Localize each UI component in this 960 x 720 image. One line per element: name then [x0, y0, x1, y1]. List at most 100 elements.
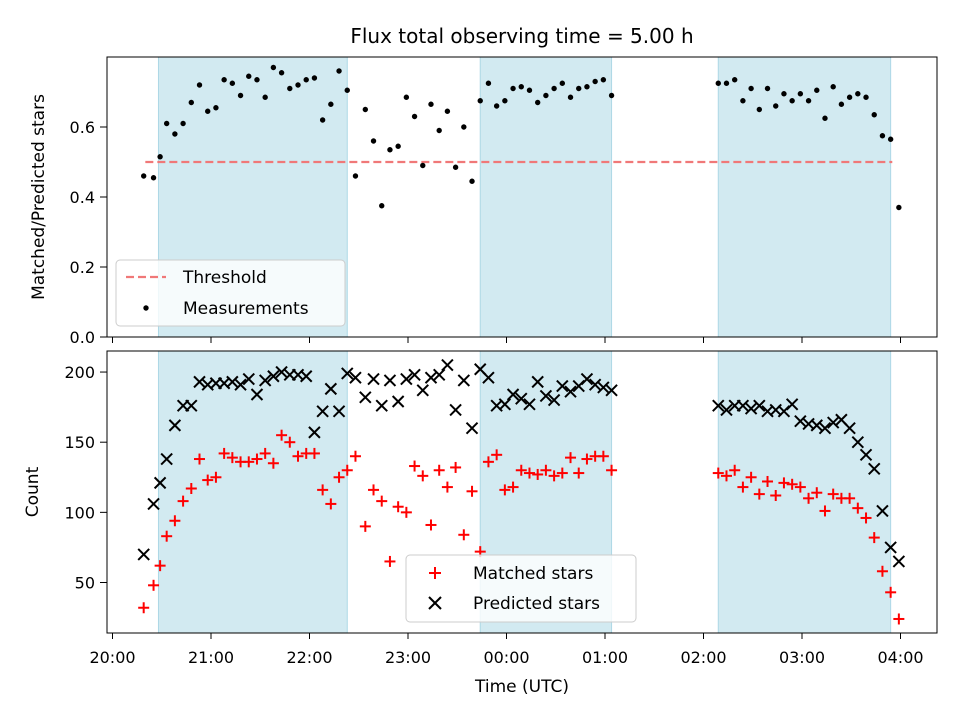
- matched-star-point: [556, 467, 568, 479]
- measurement-point: [846, 94, 853, 100]
- bottom-panel: 50 100 150 200 20:00 21:00 22:00 23:00 00:00 01:…: [23, 350, 938, 697]
- predicted-star-point: [892, 555, 906, 568]
- measurement-point: [814, 87, 820, 93]
- measurement-point: [822, 115, 828, 121]
- measurement-point: [205, 108, 211, 114]
- matched-star-point: [161, 530, 173, 542]
- matched-star-point: [811, 487, 823, 499]
- predicted-star-point: [383, 374, 397, 387]
- predicted-star-point: [185, 399, 198, 412]
- matched-star-point: [753, 488, 765, 500]
- predicted-star-point: [416, 384, 429, 397]
- measurement-point: [485, 80, 492, 86]
- measurement-point: [428, 101, 434, 107]
- measurement-point: [436, 127, 442, 134]
- x-tick-label: 22:00: [286, 648, 332, 667]
- predicted-star-point: [324, 382, 338, 396]
- legend-measurements-label: Measurements: [183, 299, 309, 319]
- predicted-star-point: [539, 389, 553, 403]
- measurement-point: [150, 175, 157, 181]
- matched-star-point: [333, 471, 345, 483]
- matched-star-point: [852, 502, 864, 514]
- matched-star-point: [803, 492, 815, 504]
- top-legend-box: [115, 259, 346, 327]
- matched-star-point: [778, 477, 790, 489]
- predicted-star-point: [432, 368, 446, 382]
- shaded-band: [479, 56, 613, 338]
- matched-star-point: [441, 481, 453, 493]
- predicted-star-point: [868, 462, 881, 476]
- matched-star-point: [794, 481, 806, 493]
- predicted-star-point: [258, 374, 272, 387]
- predicted-star-point: [744, 402, 758, 415]
- shaded-band: [157, 350, 348, 634]
- predicted-star-point: [168, 419, 182, 432]
- measurement-point: [567, 94, 574, 100]
- measurement-point: [387, 147, 393, 153]
- measurement-point: [370, 138, 377, 144]
- bottom-legend: Matched stars Predicted stars: [405, 554, 637, 623]
- measurement-point: [270, 64, 277, 71]
- predicted-star-point: [349, 371, 362, 384]
- measurement-point: [740, 98, 746, 104]
- measurement-point: [715, 80, 721, 86]
- predicted-star-point: [785, 398, 799, 411]
- measurement-point: [140, 173, 147, 179]
- predicted-star-point: [547, 393, 561, 407]
- measurement-point: [797, 91, 804, 97]
- shaded-band: [717, 350, 892, 634]
- measurement-point: [379, 203, 385, 209]
- matched-star-point: [267, 457, 279, 469]
- measurement-point: [278, 70, 285, 76]
- matched-star-point: [292, 450, 304, 462]
- matched-star-point: [325, 498, 337, 510]
- predicted-star-point: [712, 399, 725, 412]
- measurement-point: [592, 78, 598, 85]
- predicted-star-point: [275, 365, 288, 379]
- bottom-y-tick-label: 150: [64, 433, 95, 452]
- legend-measurements-swatch: [143, 305, 149, 311]
- matched-star-point: [425, 519, 437, 531]
- matched-star-point: [218, 447, 230, 459]
- measurement-point: [420, 162, 426, 169]
- predicted-star-point: [408, 368, 421, 382]
- measurement-point: [584, 84, 590, 90]
- predicted-star-point: [818, 421, 832, 435]
- matched-star-point: [876, 565, 888, 577]
- predicted-star-point: [267, 370, 280, 383]
- predicted-star-point: [580, 372, 594, 386]
- predicted-star-point: [332, 405, 346, 418]
- measurement-point: [518, 84, 524, 90]
- x-tick-label: 01:00: [582, 648, 628, 667]
- bottom-y-tick-label: 50: [75, 573, 95, 592]
- measurement-point: [608, 92, 615, 99]
- matched-star-point: [202, 474, 214, 486]
- predicted-star-point: [506, 388, 520, 401]
- predicted-star-point: [193, 375, 206, 389]
- measurement-point: [229, 80, 236, 86]
- matched-star-point: [276, 429, 288, 441]
- matched-star-point: [565, 452, 577, 464]
- predicted-star-point: [226, 375, 239, 389]
- top-panel: 0.0 0.2 0.4 0.6 Matched/Predicted stars Thr…: [29, 56, 938, 347]
- bottom-y-tick-label: 100: [64, 503, 95, 522]
- matched-star-point: [729, 464, 741, 476]
- legend-predicted-swatch: [428, 596, 442, 610]
- matched-star-point: [523, 467, 535, 479]
- matched-star-point: [573, 467, 585, 479]
- matched-star-point: [169, 515, 181, 527]
- matched-star-point: [417, 470, 429, 482]
- measurement-point: [262, 94, 268, 100]
- predicted-star-point: [597, 381, 610, 394]
- matched-star-point: [226, 452, 238, 464]
- measurement-point: [493, 103, 500, 109]
- x-tick-label: 04:00: [877, 648, 923, 667]
- matched-star-point: [466, 485, 478, 497]
- measurement-point: [180, 120, 186, 127]
- measurement-point: [805, 98, 812, 104]
- measurement-point: [344, 87, 350, 93]
- top-y-tick-label: 0.0: [70, 328, 95, 347]
- predicted-star-point: [147, 497, 160, 511]
- measurement-point: [896, 204, 902, 211]
- bottom-legend-box: [405, 554, 637, 623]
